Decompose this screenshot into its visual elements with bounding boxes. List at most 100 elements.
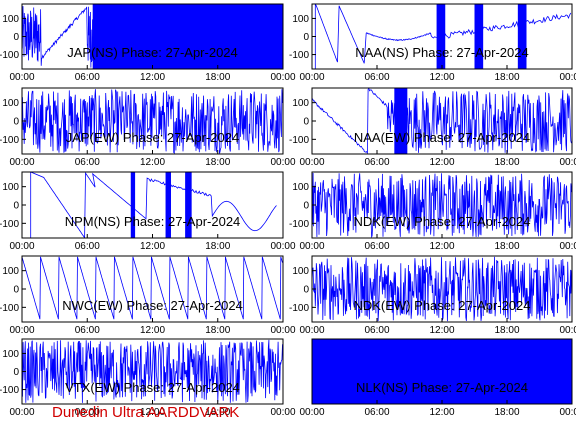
chart-panel: -100 0 100 00:00 06:00 12:00 18:00 00:00 JAP(NS)… (0, 3, 296, 83)
phase-series (30, 172, 277, 238)
chart-panel: -100 0 100 00:00 06:00 12:00 18:00 00:00 JAP(EW)… (0, 87, 296, 168)
x-tick-label: 06:00 (75, 241, 100, 252)
trace-group (22, 256, 283, 320)
x-tick-label: 18:00 (494, 241, 519, 252)
trace-group (22, 4, 283, 69)
y-tick-label: -100 (289, 219, 309, 230)
chart-panel: -100 0 100 00:00 06:00 12:00 18:00 00:00 NDK(EW)… (289, 255, 576, 336)
panel-title: NAA(EW) Phase: 27-Apr-2024 (354, 130, 530, 145)
saturated-region (312, 339, 572, 404)
y-tick-label: -100 (0, 385, 19, 396)
saturated-region (92, 4, 283, 69)
x-tick-label: 06:00 (364, 241, 389, 252)
phase-series (22, 5, 97, 68)
trace-group (312, 172, 572, 238)
footer-label: Dunedin Ultra AARDDVARK (52, 404, 240, 421)
x-tick-label: 00:00 (299, 407, 324, 418)
x-tick-label: 12:00 (140, 325, 165, 336)
x-tick-label: 12:00 (429, 325, 454, 336)
saturated-region (185, 172, 192, 238)
chart-panel: -100 0 100 00:00 06:00 12:00 18:00 00:00 NAA(NS)… (289, 3, 576, 83)
x-tick-label: 18:00 (205, 241, 230, 252)
phase-series (312, 172, 572, 238)
x-tick-label: 12:00 (140, 407, 165, 418)
chart-panel: -100 0 100 00:00 06:00 12:00 18:00 00:00 NPM(NS)… (0, 171, 296, 252)
y-tick-label: 100 (2, 14, 19, 25)
x-tick-label: 12:00 (429, 157, 454, 168)
x-tick-label: 00:00 (270, 157, 295, 168)
x-tick-label: 00:00 (559, 157, 576, 168)
chart-panel: -100 0 100 00:00 06:00 12:00 18:00 00:00 NDK(EW)… (289, 171, 576, 252)
x-tick-label: 06:00 (364, 407, 389, 418)
panel-title: NAA(NS) Phase: 27-Apr-2024 (355, 45, 528, 60)
phase-series (22, 89, 283, 154)
x-tick-label: 00:00 (9, 72, 34, 83)
phase-series (312, 256, 572, 322)
phase-series (22, 256, 283, 320)
trace-group (22, 89, 283, 154)
panel-title: NDK(EW) Phase: 27-Apr-2024 (353, 298, 530, 313)
x-tick-label: 00:00 (559, 407, 576, 418)
panel-title: NPM(NS) Phase: 27-Apr-2024 (65, 214, 241, 229)
x-tick-label: 00:00 (9, 407, 34, 418)
saturated-region (517, 4, 527, 69)
y-tick-label: -100 (0, 135, 19, 146)
y-tick-label: -100 (289, 303, 309, 314)
x-tick-label: 00:00 (559, 325, 576, 336)
chart-panel: 00:00 06:00 12:00 18:00 00:00 NLK(NS) Phase: … (299, 338, 576, 418)
x-tick-label: 12:00 (140, 241, 165, 252)
saturated-region (474, 4, 484, 69)
chart-panel: -100 0 100 00:00 06:00 12:00 18:00 00:00 NWC(EW)… (0, 255, 296, 336)
y-tick-label: 100 (292, 98, 309, 109)
x-tick-label: 18:00 (494, 157, 519, 168)
y-tick-label: 100 (292, 182, 309, 193)
y-tick-label: -100 (289, 50, 309, 61)
x-tick-label: 00:00 (9, 325, 34, 336)
x-tick-label: 06:00 (364, 72, 389, 83)
x-tick-label: 06:00 (75, 407, 100, 418)
x-tick-label: 00:00 (270, 241, 295, 252)
y-tick-label: -100 (0, 303, 19, 314)
x-tick-label: 18:00 (205, 72, 230, 83)
x-tick-label: 00:00 (9, 241, 34, 252)
y-tick-label: 0 (303, 201, 309, 212)
panel-title: NWC(EW) Phase: 27-Apr-2024 (62, 298, 243, 313)
y-tick-label: 100 (2, 349, 19, 360)
trace-group (314, 4, 572, 69)
chart-panel: -100 0 100 00:00 06:00 12:00 18:00 00:00 NAA(EW)… (289, 87, 576, 168)
x-tick-label: 18:00 (494, 325, 519, 336)
panel-title: VTX(EW) Phase: 27-Apr-2024 (65, 380, 240, 395)
x-tick-label: 06:00 (75, 72, 100, 83)
x-tick-label: 00:00 (9, 157, 34, 168)
trace-group (312, 339, 572, 404)
trace-group (22, 339, 283, 403)
x-tick-label: 06:00 (75, 157, 100, 168)
x-tick-label: 18:00 (205, 325, 230, 336)
x-tick-label: 18:00 (205, 407, 230, 418)
x-tick-label: 00:00 (299, 241, 324, 252)
phase-series (22, 339, 283, 403)
x-tick-label: 00:00 (299, 325, 324, 336)
saturated-region (436, 4, 446, 69)
x-tick-label: 18:00 (205, 157, 230, 168)
x-tick-label: 06:00 (364, 157, 389, 168)
saturated-region (130, 172, 136, 238)
trace-group (30, 172, 277, 238)
x-tick-label: 18:00 (494, 72, 519, 83)
y-tick-label: -100 (0, 50, 19, 61)
y-tick-label: 100 (2, 98, 19, 109)
y-tick-label: 0 (13, 32, 19, 43)
y-tick-label: 0 (303, 32, 309, 43)
y-tick-label: 100 (2, 266, 19, 277)
x-tick-label: 00:00 (299, 72, 324, 83)
y-tick-label: 100 (292, 266, 309, 277)
y-tick-label: 100 (292, 14, 309, 25)
x-tick-label: 06:00 (75, 325, 100, 336)
y-tick-label: 0 (303, 117, 309, 128)
y-tick-label: -100 (289, 135, 309, 146)
x-tick-label: 00:00 (299, 157, 324, 168)
panel-title: NLK(NS) Phase: 27-Apr-2024 (356, 380, 528, 395)
saturated-region (165, 172, 171, 238)
y-tick-label: -100 (0, 219, 19, 230)
